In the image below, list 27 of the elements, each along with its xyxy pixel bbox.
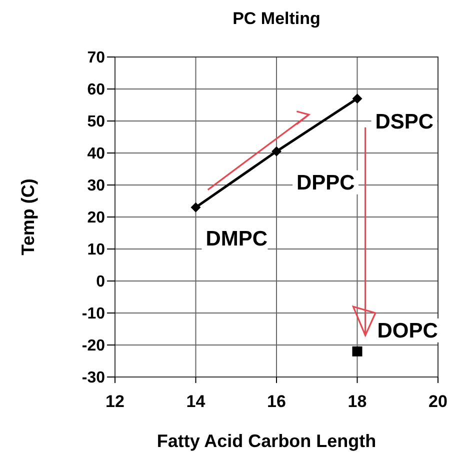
annotation: DOPC: [377, 319, 438, 342]
point: [190, 202, 201, 212]
annotation: DSPC: [375, 110, 434, 134]
y-tick-label: 10: [87, 242, 106, 259]
y-tick-label: -30: [82, 370, 106, 387]
x-tick-label: 16: [267, 392, 286, 411]
x-tick-label: 14: [186, 392, 206, 411]
y-tick-label: 40: [87, 146, 106, 163]
point: [272, 146, 282, 156]
y-axis-title: Temp (C): [18, 178, 38, 256]
annotation: DMPC: [206, 227, 268, 250]
y-tick-label: -10: [82, 306, 106, 323]
x-tick-label: 20: [428, 392, 448, 411]
point: [352, 346, 362, 356]
x-tick-label: 18: [348, 392, 367, 411]
y-tick-label: 70: [87, 50, 106, 67]
annotation: DPPC: [296, 171, 355, 194]
y-tick-label: 60: [87, 82, 106, 99]
chart-title: PC Melting: [232, 9, 320, 28]
y-tick-label: 50: [87, 114, 106, 131]
y-tick-label: 30: [87, 178, 106, 195]
x-axis-title: Fatty Acid Carbon Length: [156, 431, 376, 451]
y-tick-label: 0: [96, 274, 106, 291]
point: [352, 94, 362, 104]
x-tick-label: 12: [106, 392, 124, 411]
y-tick-label: -20: [82, 338, 106, 355]
y-tick-label: 20: [87, 210, 106, 227]
